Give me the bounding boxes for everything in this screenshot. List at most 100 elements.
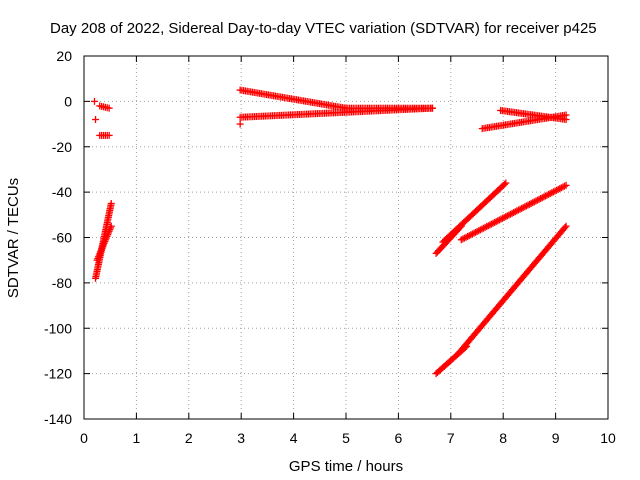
- data-point: [464, 232, 472, 240]
- x-tick-label: 3: [237, 430, 245, 446]
- y-tick-label: -120: [44, 366, 72, 382]
- x-tick-label: 10: [600, 430, 616, 446]
- data-point: [486, 221, 494, 229]
- data-point: [500, 213, 508, 221]
- data-point: [428, 104, 436, 112]
- x-tick-label: 7: [447, 430, 455, 446]
- data-point: [473, 228, 481, 236]
- data-point: [484, 222, 492, 230]
- data-point: [491, 218, 499, 226]
- chart-title: Day 208 of 2022, Sidereal Day-to-day VTE…: [50, 20, 597, 37]
- y-axis-title: SDTVAR / TECUs: [5, 178, 22, 298]
- data-point: [472, 228, 480, 236]
- data-point: [90, 97, 98, 105]
- data-point: [481, 223, 489, 231]
- data-point: [92, 116, 100, 124]
- data-point: [537, 195, 545, 203]
- data-point: [457, 236, 465, 244]
- data-point: [538, 194, 546, 202]
- data-point: [105, 131, 113, 139]
- data-point: [495, 216, 503, 224]
- data-point: [513, 207, 521, 215]
- data-point: [105, 104, 113, 112]
- data-point: [507, 210, 515, 218]
- x-tick-label: 9: [552, 430, 560, 446]
- data-point: [468, 230, 476, 238]
- data-point: [501, 180, 509, 188]
- data-point: [562, 222, 570, 230]
- series-seg-c: [96, 102, 113, 112]
- data-point: [562, 181, 570, 189]
- data-point: [562, 116, 570, 124]
- data-point: [519, 204, 527, 212]
- series-seg-n: [497, 106, 570, 124]
- data-point: [554, 185, 562, 193]
- data-point: [545, 190, 553, 198]
- data-point: [465, 232, 473, 240]
- data-point: [549, 188, 557, 196]
- x-axis-title: GPS time / hours: [289, 458, 403, 475]
- y-tick-label: 0: [64, 93, 72, 109]
- data-point: [505, 211, 513, 219]
- data-point: [529, 199, 537, 207]
- data-point: [561, 224, 569, 232]
- data-point: [502, 179, 510, 187]
- data-point: [560, 182, 568, 190]
- data-point: [533, 196, 541, 204]
- y-tick-label: -100: [44, 320, 72, 336]
- data-point: [551, 187, 559, 195]
- y-tick-label: -60: [52, 230, 72, 246]
- data-point: [107, 222, 115, 230]
- data-point: [540, 193, 548, 201]
- data-point: [546, 190, 554, 198]
- data-point: [478, 225, 486, 233]
- series-seg-g: [342, 104, 436, 112]
- data-point: [499, 214, 507, 222]
- data-point: [511, 208, 519, 216]
- x-tick-label: 1: [133, 430, 141, 446]
- data-point: [462, 233, 470, 241]
- data-point: [524, 201, 532, 209]
- data-point: [494, 217, 502, 225]
- data-point: [522, 202, 530, 210]
- data-point: [470, 229, 478, 237]
- data-point: [532, 197, 540, 205]
- data-point: [514, 206, 522, 214]
- data-point: [527, 199, 535, 207]
- series-seg-l: [455, 222, 570, 357]
- data-point: [487, 220, 495, 228]
- x-tick-label: 0: [80, 430, 88, 446]
- data-point: [492, 218, 500, 226]
- data-point: [107, 199, 115, 207]
- data-point: [503, 212, 511, 220]
- data-point: [518, 204, 526, 212]
- data-point: [502, 213, 510, 221]
- x-tick-label: 5: [342, 430, 350, 446]
- ticks-layer: 0 1 2 3 4 5 6 7 8 9 10 -140 -120 -100 -80 -60 -40 -20 0 20: [44, 48, 616, 446]
- data-point: [476, 226, 484, 234]
- data-point: [489, 219, 497, 227]
- data-point: [475, 227, 483, 235]
- marks-layer: [90, 86, 570, 378]
- x-tick-label: 4: [290, 430, 298, 446]
- data-point: [460, 234, 468, 242]
- y-tick-label: -20: [52, 139, 72, 155]
- data-point: [521, 203, 529, 211]
- series-seg-e: [236, 86, 350, 112]
- data-point: [467, 231, 475, 239]
- data-point: [236, 120, 244, 128]
- data-point: [497, 215, 505, 223]
- series-seg-b: [93, 222, 115, 264]
- data-point: [480, 224, 488, 232]
- y-tick-label: 20: [56, 48, 72, 64]
- x-tick-label: 2: [185, 430, 193, 446]
- data-point: [459, 235, 467, 243]
- data-point: [553, 186, 561, 194]
- data-point: [557, 184, 565, 192]
- data-point: [510, 209, 518, 217]
- data-point: [543, 191, 551, 199]
- data-point: [548, 189, 556, 197]
- data-point: [541, 192, 549, 200]
- y-tick-label: -80: [52, 275, 72, 291]
- data-point: [559, 183, 567, 191]
